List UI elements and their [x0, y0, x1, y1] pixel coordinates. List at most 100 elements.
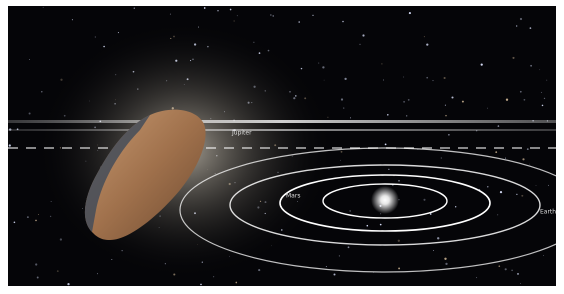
star: [444, 258, 446, 260]
star: [29, 112, 31, 114]
star: [517, 273, 519, 275]
star: [398, 267, 400, 269]
star: [522, 158, 524, 160]
star: [388, 169, 389, 170]
star: [441, 157, 442, 158]
star: [500, 191, 502, 193]
star: [433, 250, 434, 251]
star: [27, 216, 29, 218]
star: [230, 9, 232, 11]
star: [333, 273, 335, 275]
star: [95, 36, 96, 37]
star: [403, 77, 404, 78]
star: [426, 43, 428, 45]
star: [67, 283, 69, 285]
star: [38, 214, 39, 215]
star: [516, 194, 517, 195]
star: [9, 144, 11, 146]
star: [546, 80, 547, 81]
star: [57, 270, 59, 272]
star: [476, 277, 477, 278]
star: [497, 215, 498, 216]
star: [344, 78, 346, 80]
star: [495, 151, 497, 153]
star: [29, 59, 30, 60]
page: Jupiter Mars Earth (() => { const data =…: [0, 0, 564, 294]
star: [498, 125, 500, 127]
star: [455, 206, 456, 207]
star: [348, 246, 350, 248]
star: [35, 263, 37, 265]
star: [511, 270, 512, 271]
star: [506, 99, 508, 101]
orbit-edge: [8, 120, 556, 123]
star: [548, 185, 549, 186]
star: [498, 265, 500, 267]
star: [448, 134, 450, 136]
star: [530, 65, 532, 67]
star: [387, 114, 389, 116]
star: [521, 195, 523, 197]
star: [359, 44, 360, 45]
star: [406, 115, 407, 116]
star: [170, 14, 171, 15]
star: [273, 15, 274, 16]
star: [530, 27, 532, 29]
star: [35, 220, 37, 222]
star: [408, 99, 410, 101]
star: [41, 91, 42, 92]
star: [234, 21, 235, 22]
star: [204, 7, 206, 9]
star: [462, 101, 464, 103]
star: [350, 117, 351, 118]
star: [409, 12, 411, 14]
star: [237, 15, 238, 16]
star: [200, 284, 202, 286]
star: [432, 80, 433, 81]
star: [445, 115, 447, 117]
star: [541, 92, 542, 93]
planet-label: Earth: [540, 209, 556, 216]
star: [217, 10, 218, 11]
star: [258, 269, 260, 271]
star: [426, 77, 428, 79]
star: [343, 107, 344, 108]
star: [543, 255, 544, 256]
star: [97, 273, 98, 274]
star: [380, 213, 381, 214]
star: [350, 210, 351, 211]
star: [487, 108, 488, 109]
star: [544, 98, 545, 99]
star: [520, 18, 522, 20]
star: [318, 63, 319, 64]
star: [43, 7, 44, 8]
star: [50, 216, 51, 217]
orbit-edge: [8, 129, 556, 131]
star: [516, 25, 517, 26]
star: [270, 14, 271, 15]
star: [487, 186, 488, 187]
star: [529, 164, 530, 165]
star: [340, 160, 341, 161]
star: [444, 77, 446, 79]
star: [326, 266, 327, 267]
star: [235, 282, 237, 284]
star: [341, 98, 343, 100]
star: [339, 255, 340, 256]
star: [542, 105, 544, 107]
star: [445, 105, 446, 106]
star: [322, 66, 324, 68]
star: [539, 69, 540, 70]
star: [60, 238, 62, 240]
star: [398, 180, 400, 182]
sun: [371, 186, 399, 214]
star: [505, 158, 506, 159]
star: [520, 283, 521, 284]
star: [367, 225, 369, 227]
star: [37, 277, 39, 279]
star: [398, 240, 400, 242]
star: [118, 32, 119, 33]
star: [524, 99, 526, 101]
star: [341, 151, 343, 153]
planet-label: Jupiter: [231, 130, 252, 137]
